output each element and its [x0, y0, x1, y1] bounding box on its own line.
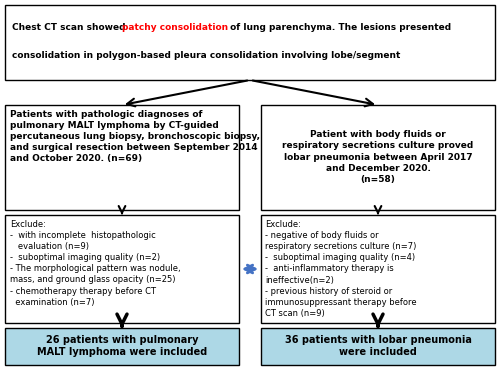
- Text: patchy consolidation: patchy consolidation: [122, 24, 228, 33]
- Bar: [261, 105, 495, 210]
- Text: consolidation in polygon-based pleura consolidation involving lobe/segment: consolidation in polygon-based pleura co…: [12, 50, 400, 60]
- Bar: [261, 328, 495, 365]
- Bar: [5, 215, 239, 323]
- Text: Chest CT scan showed: Chest CT scan showed: [12, 24, 128, 33]
- Bar: [5, 328, 239, 365]
- Text: Patient with body fluids or
respiratory secretions culture proved
lobar pneumoni: Patient with body fluids or respiratory …: [282, 130, 474, 184]
- Bar: [261, 215, 495, 323]
- Text: Exclude:
-  with incomplete  histopathologic
   evaluation (n=9)
-  suboptimal i: Exclude: - with incomplete histopatholog…: [10, 220, 180, 307]
- Text: Exclude:
- negative of body fluids or
respiratory secretions culture (n=7)
-  su: Exclude: - negative of body fluids or re…: [265, 220, 416, 318]
- Bar: [5, 105, 239, 210]
- Text: of lung parenchyma. The lesions presented: of lung parenchyma. The lesions presente…: [226, 24, 451, 33]
- Text: Patients with pathologic diagnoses of
pulmonary MALT lymphoma by CT-guided
percu: Patients with pathologic diagnoses of pu…: [10, 110, 260, 164]
- Text: 26 patients with pulmonary
MALT lymphoma were included: 26 patients with pulmonary MALT lymphoma…: [37, 335, 207, 357]
- Bar: [5, 5, 495, 80]
- Text: 36 patients with lobar pneumonia
were included: 36 patients with lobar pneumonia were in…: [284, 335, 472, 357]
